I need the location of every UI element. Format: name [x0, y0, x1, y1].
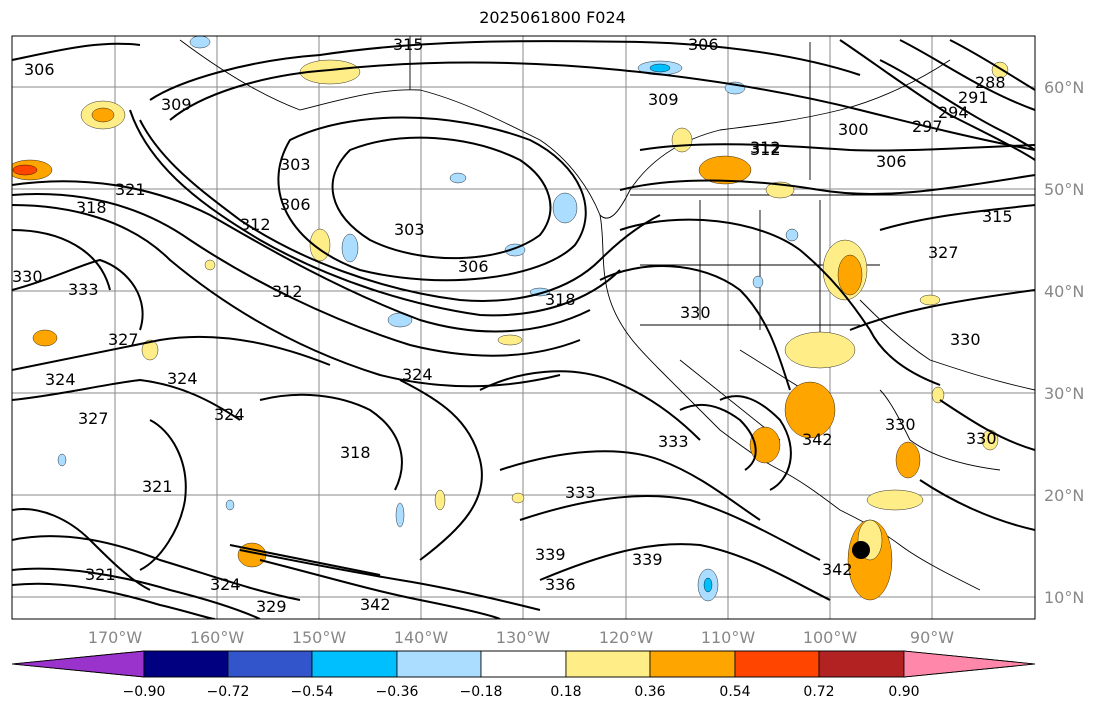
contour-label: 330 [680, 303, 711, 322]
contour-label: 327 [928, 243, 959, 262]
contour-label: 312 [272, 282, 303, 301]
colorbar-cell [480, 650, 567, 678]
colorbar-tick-label: 0.18 [550, 684, 582, 700]
contour-label: 291 [958, 88, 989, 107]
contour-label: 324 [167, 369, 198, 388]
colorbar-cell [734, 650, 820, 678]
contour-label: 288 [975, 73, 1006, 92]
contour-label: 294 [938, 103, 969, 122]
contour-label: 303 [394, 220, 425, 239]
positive-fill-regions [12, 59, 1009, 601]
contour-label: 342 [360, 595, 391, 614]
contour-label: 306 [458, 257, 489, 276]
contour-label: 309 [161, 95, 192, 114]
contour-label: 318 [76, 198, 107, 217]
contour-label: 336 [545, 575, 576, 594]
contour-label: 321 [115, 180, 146, 199]
colorbar-tick-label: 0.54 [719, 684, 751, 700]
contour-label: 327 [78, 409, 109, 428]
colorbar [11, 650, 1036, 678]
colorbar-tick-label: −0.54 [290, 684, 334, 700]
contour-label: 321 [142, 477, 173, 496]
contour-label: 342 [822, 560, 853, 579]
contour-label: 324 [214, 405, 245, 424]
contour-label: 329 [256, 597, 287, 616]
colorbar-cell [11, 650, 145, 678]
colorbar-tick-label: −0.90 [122, 684, 166, 700]
contour-label: 339 [535, 545, 566, 564]
lat-label: 30°N [1044, 384, 1085, 403]
contour-label: 303 [280, 155, 311, 174]
contour-label: 315 [982, 207, 1013, 226]
colorbar-cell [396, 650, 482, 678]
contour-label: 318 [340, 443, 371, 462]
contour-label: 318 [545, 290, 576, 309]
colorbar-cell [311, 650, 398, 678]
contour-label: 312 [750, 138, 781, 157]
contour-label: 315 [393, 35, 424, 54]
colorbar-cell [649, 650, 736, 678]
colorbar-cell [227, 650, 313, 678]
lon-label: 170°W [87, 628, 143, 647]
lat-label: 20°N [1044, 486, 1085, 505]
negative-fill-regions [57, 36, 799, 602]
contour-label: 333 [565, 483, 596, 502]
colorbar-cell [818, 650, 905, 678]
contour-label: 306 [24, 60, 55, 79]
contour-label: 306 [688, 35, 719, 54]
height-contours [12, 39, 1035, 619]
colorbar-tick-label: −0.18 [459, 684, 503, 700]
lon-label: 130°W [495, 628, 551, 647]
contour-label: 306 [876, 152, 907, 171]
colorbar-cell [565, 650, 651, 678]
lat-label: 60°N [1044, 78, 1085, 97]
contour-label: 333 [658, 432, 689, 451]
contour-label: 300 [838, 120, 869, 139]
contour-label: 312 [240, 215, 271, 234]
contour-label: 330 [950, 330, 981, 349]
colorbar-tick-label: 0.90 [888, 684, 920, 700]
colorbar-tick-label: −0.72 [206, 684, 250, 700]
contour-label: 321 [85, 565, 116, 584]
contour-label: 342 [802, 430, 833, 449]
location-marker [852, 541, 870, 559]
lon-label: 140°W [393, 628, 449, 647]
colorbar-tick-label: −0.36 [375, 684, 419, 700]
contour-label: 330 [885, 415, 916, 434]
lon-label: 110°W [700, 628, 756, 647]
map-title: 2025061800 F024 [479, 8, 626, 27]
contour-label: 312 [750, 140, 781, 159]
contour-label: 333 [68, 280, 99, 299]
lon-label: 100°W [802, 628, 858, 647]
contour-label: 330 [12, 267, 43, 286]
colorbar-cell [903, 650, 1036, 678]
contour-label: 324 [402, 365, 433, 384]
lon-label: 160°W [189, 628, 245, 647]
map-border [11, 35, 1036, 620]
contour-label: 339 [632, 550, 663, 569]
lon-label: 90°W [909, 628, 955, 647]
contour-label: 330 [966, 429, 997, 448]
lat-label: 40°N [1044, 282, 1085, 301]
lon-label: 120°W [598, 628, 654, 647]
contour-label: 324 [210, 575, 241, 594]
contour-label: 324 [45, 370, 76, 389]
lat-label: 10°N [1044, 588, 1085, 607]
graticule [12, 36, 1035, 619]
lat-label: 50°N [1044, 180, 1085, 199]
colorbar-tick-label: 0.72 [803, 684, 835, 700]
contour-label: 306 [280, 195, 311, 214]
contour-label: 327 [108, 330, 139, 349]
contour-label: 309 [648, 90, 679, 109]
contour-label: 297 [912, 117, 943, 136]
colorbar-cell [143, 650, 229, 678]
lon-label: 150°W [291, 628, 347, 647]
colorbar-tick-label: 0.36 [634, 684, 666, 700]
contour-labels: 306 315 306 309 303 306 312 303 312 306 … [12, 35, 1013, 616]
